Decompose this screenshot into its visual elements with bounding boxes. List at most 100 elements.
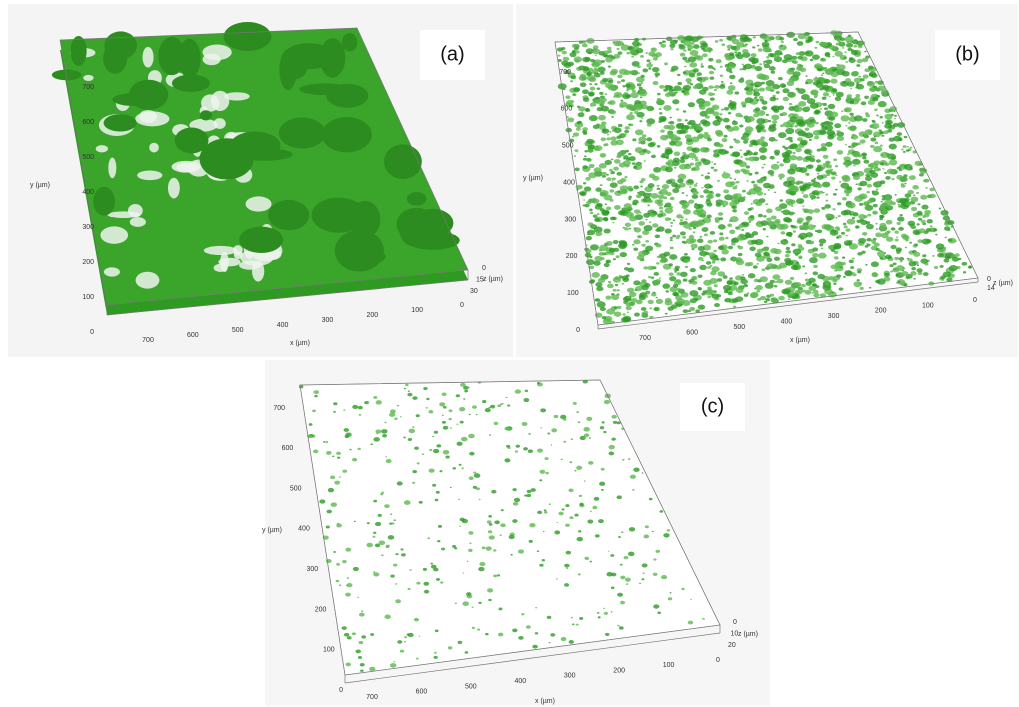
biofilm-spot xyxy=(757,118,761,121)
biofilm-spot xyxy=(708,58,713,62)
biofilm-spot xyxy=(814,105,816,107)
biofilm-spot xyxy=(896,175,903,180)
biofilm-spot xyxy=(875,141,879,144)
biofilm-spot xyxy=(836,274,841,277)
biofilm-spot xyxy=(488,599,491,601)
biofilm-spot xyxy=(512,488,516,491)
biofilm-spot xyxy=(645,525,649,528)
biofilm-spot xyxy=(676,108,679,110)
biofilm-spot xyxy=(678,174,687,180)
biofilm-spot xyxy=(656,297,658,299)
biofilm-spot xyxy=(821,247,824,249)
void-patch xyxy=(252,261,264,282)
biofilm-spot xyxy=(715,219,720,222)
biofilm-spot xyxy=(731,242,736,245)
biofilm-spot xyxy=(669,254,677,260)
biofilm-spot xyxy=(795,88,799,91)
biofilm-spot xyxy=(397,481,403,485)
biofilm-spot xyxy=(720,66,723,68)
biofilm-spot xyxy=(759,74,767,80)
biofilm-spot xyxy=(768,222,775,227)
biofilm-spot xyxy=(463,398,465,400)
biofilm-spot xyxy=(789,103,792,105)
biofilm-spot xyxy=(614,127,622,133)
biofilm-spot xyxy=(735,185,738,187)
biofilm-spot xyxy=(867,184,872,188)
biofilm-spot xyxy=(732,194,738,198)
biofilm-spot xyxy=(894,231,899,234)
biofilm-spot xyxy=(689,186,692,188)
biofilm-spot xyxy=(871,123,880,129)
biofilm-spot xyxy=(657,145,661,148)
biofilm-spot xyxy=(313,390,319,394)
biofilm-spot xyxy=(494,422,499,425)
biofilm-spot xyxy=(847,153,850,155)
biofilm-spot xyxy=(724,194,732,200)
y-axis-title: y (µm) xyxy=(262,527,282,534)
biofilm-spot xyxy=(710,231,715,235)
biofilm-spot xyxy=(693,44,700,49)
colony xyxy=(407,192,427,206)
biofilm-spot xyxy=(505,458,511,462)
biofilm-spot xyxy=(900,214,903,216)
biofilm-spot xyxy=(875,280,880,284)
biofilm-spot xyxy=(842,197,847,200)
biofilm-spot xyxy=(466,592,471,596)
biofilm-spot xyxy=(710,97,715,101)
biofilm-spot xyxy=(599,482,605,486)
void-patch xyxy=(100,226,128,243)
colony xyxy=(158,37,185,75)
biofilm-spot xyxy=(609,452,615,456)
void-patch xyxy=(83,75,93,81)
biofilm-spot xyxy=(751,53,757,57)
biofilm-spot xyxy=(825,283,829,286)
biofilm-spot xyxy=(448,646,452,649)
biofilm-spot xyxy=(607,283,614,288)
void-patch xyxy=(139,110,157,123)
biofilm-spot xyxy=(443,406,447,409)
biofilm-spot xyxy=(435,499,439,502)
biofilm-spot xyxy=(944,247,946,249)
biofilm-spot xyxy=(741,229,744,231)
biofilm-spot xyxy=(916,268,922,272)
biofilm-spot xyxy=(514,498,520,502)
biofilm-spot xyxy=(807,283,810,285)
biofilm-spot xyxy=(816,159,821,162)
biofilm-spot xyxy=(632,162,636,165)
biofilm-spot xyxy=(790,163,798,168)
biofilm-spot xyxy=(940,265,944,268)
biofilm-spot xyxy=(706,261,711,265)
biofilm-spot xyxy=(839,181,841,182)
biofilm-spot xyxy=(797,41,804,46)
biofilm-spot xyxy=(610,140,618,145)
biofilm-spot xyxy=(692,158,694,160)
biofilm-spot xyxy=(712,120,720,126)
biofilm-spot xyxy=(599,249,603,252)
biofilm-spot xyxy=(895,239,899,242)
biofilm-spot xyxy=(867,244,871,247)
biofilm-spot xyxy=(574,470,576,471)
biofilm-spot xyxy=(488,515,492,518)
biofilm-spot xyxy=(397,640,402,644)
biofilm-spot xyxy=(608,445,614,449)
biofilm-spot xyxy=(845,125,847,127)
biofilm-spot xyxy=(488,407,490,408)
biofilm-spot xyxy=(436,578,440,581)
colony xyxy=(239,227,283,253)
biofilm-spot xyxy=(683,209,691,215)
biofilm-spot xyxy=(592,506,597,510)
biofilm-spot xyxy=(917,223,920,225)
biofilm-spot xyxy=(786,69,794,74)
biofilm-spot xyxy=(685,78,691,82)
biofilm-spot xyxy=(764,301,767,303)
biofilm-spot xyxy=(809,281,812,283)
biofilm-spot xyxy=(753,113,759,117)
biofilm-spot xyxy=(792,152,795,154)
biofilm-spot xyxy=(599,163,607,169)
biofilm-spot xyxy=(442,415,444,416)
biofilm-spot xyxy=(785,251,789,254)
x-tick-label: 400 xyxy=(781,319,793,326)
biofilm-spot xyxy=(798,255,802,258)
biofilm-spot xyxy=(561,459,563,460)
biofilm-spot xyxy=(695,298,699,300)
